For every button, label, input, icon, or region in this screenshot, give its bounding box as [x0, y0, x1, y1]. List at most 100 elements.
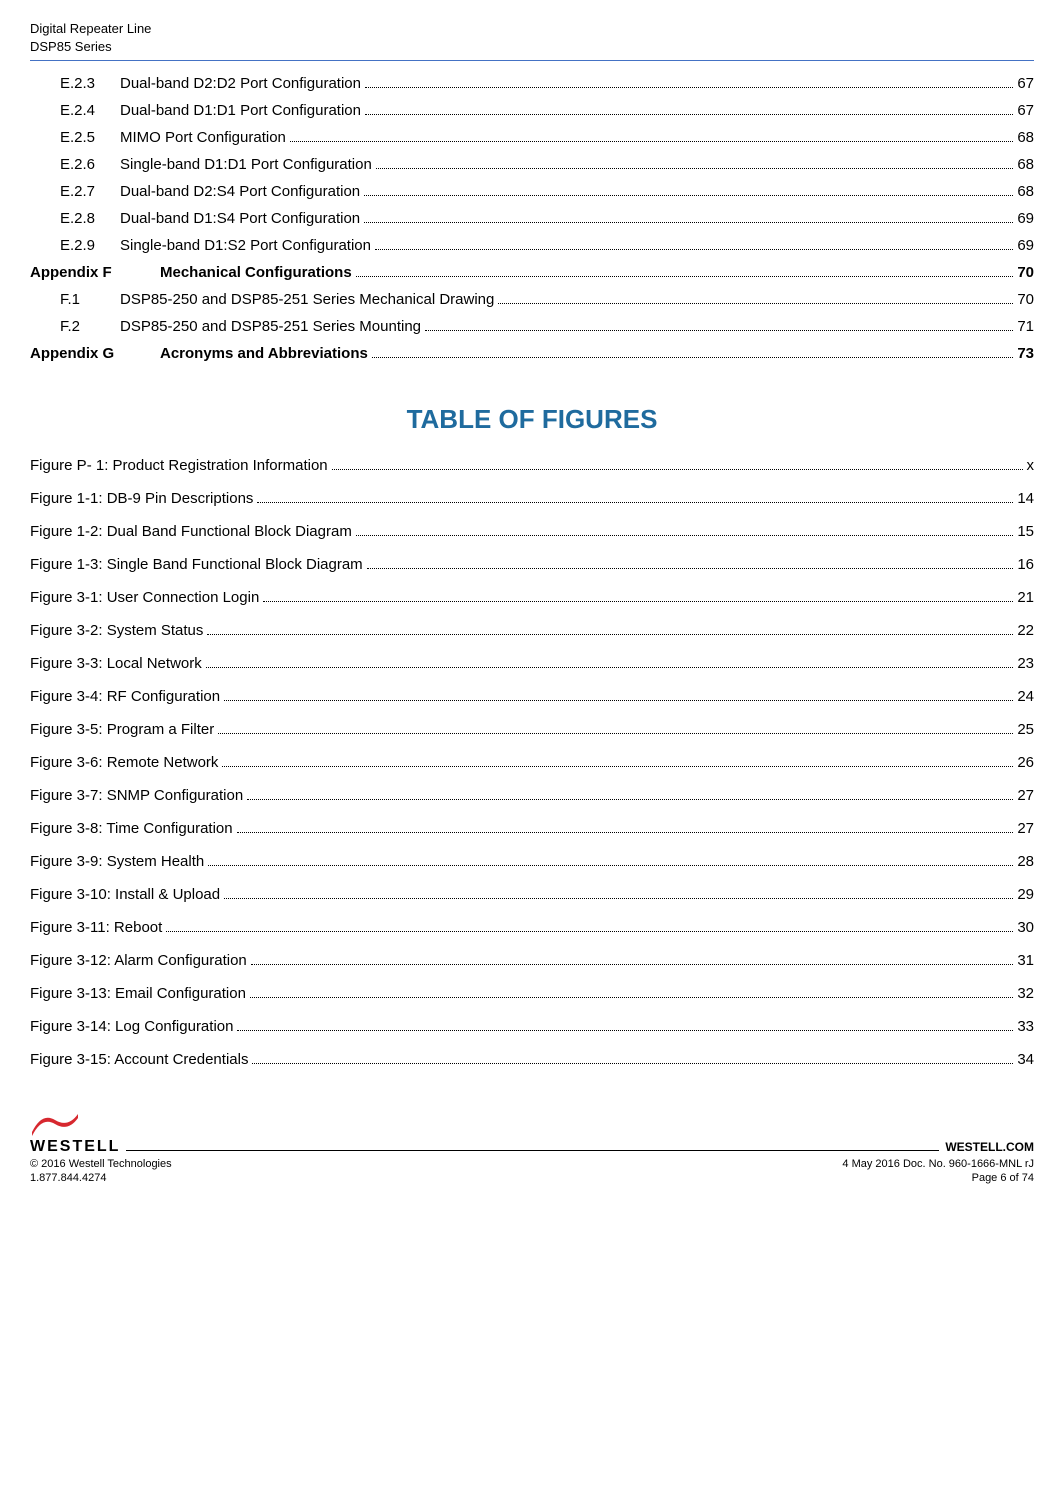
figure-page: 30: [1017, 917, 1034, 938]
figure-page: x: [1027, 455, 1035, 476]
figure-text: Figure 3-4: RF Configuration: [30, 686, 220, 707]
figure-text: Figure 3-14: Log Configuration: [30, 1016, 233, 1037]
toc-leader: [372, 357, 1013, 358]
toc-number: E.2.9: [60, 235, 120, 256]
figure-entry[interactable]: Figure 3-8: Time Configuration27: [30, 818, 1034, 839]
toc-number: E.2.4: [60, 100, 120, 121]
figure-text: Figure 3-12: Alarm Configuration: [30, 950, 247, 971]
figure-text: Figure 3-8: Time Configuration: [30, 818, 233, 839]
toc-number: F.2: [60, 316, 120, 337]
figure-leader: [222, 766, 1013, 767]
figure-leader: [224, 700, 1013, 701]
figure-entry[interactable]: Figure 3-5: Program a Filter25: [30, 719, 1034, 740]
toc-page: 70: [1017, 262, 1034, 283]
toc-text: Dual-band D1:D1 Port Configuration: [120, 100, 361, 121]
figure-leader: [257, 502, 1013, 503]
figure-page: 16: [1017, 554, 1034, 575]
figure-entry[interactable]: Figure 3-6: Remote Network26: [30, 752, 1034, 773]
toc-text: DSP85-250 and DSP85-251 Series Mounting: [120, 316, 421, 337]
figure-leader: [247, 799, 1013, 800]
toc-entry[interactable]: F.2DSP85-250 and DSP85-251 Series Mounti…: [30, 316, 1034, 337]
toc-page: 68: [1017, 154, 1034, 175]
figure-page: 15: [1017, 521, 1034, 542]
figure-leader: [208, 865, 1013, 866]
toc-entry[interactable]: E.2.6Single-band D1:D1 Port Configuratio…: [30, 154, 1034, 175]
toc-page: 67: [1017, 73, 1034, 94]
figure-entry[interactable]: Figure 3-12: Alarm Configuration31: [30, 950, 1034, 971]
toc-page: 68: [1017, 181, 1034, 202]
figure-entry[interactable]: Figure 3-9: System Health28: [30, 851, 1034, 872]
toc-entry[interactable]: F.1DSP85-250 and DSP85-251 Series Mechan…: [30, 289, 1034, 310]
figure-leader: [237, 832, 1014, 833]
toc-text: DSP85-250 and DSP85-251 Series Mechanica…: [120, 289, 494, 310]
figure-leader: [356, 535, 1013, 536]
toc-number: E.2.3: [60, 73, 120, 94]
figure-text: Figure 3-10: Install & Upload: [30, 884, 220, 905]
figure-entry[interactable]: Figure 1-2: Dual Band Functional Block D…: [30, 521, 1034, 542]
toc-leader: [364, 222, 1013, 223]
figure-page: 26: [1017, 752, 1034, 773]
figure-entry[interactable]: Figure 3-1: User Connection Login21: [30, 587, 1034, 608]
toc-text: Single-band D1:S2 Port Configuration: [120, 235, 371, 256]
figure-text: Figure 3-9: System Health: [30, 851, 204, 872]
figure-entry[interactable]: Figure 3-3: Local Network23: [30, 653, 1034, 674]
toc-text: Dual-band D1:S4 Port Configuration: [120, 208, 360, 229]
table-of-contents: E.2.3Dual-band D2:D2 Port Configuration6…: [30, 73, 1034, 364]
figure-leader: [251, 964, 1014, 965]
figure-text: Figure 3-5: Program a Filter: [30, 719, 214, 740]
figure-text: Figure 3-11: Reboot: [30, 917, 162, 938]
toc-text: Mechanical Configurations: [160, 262, 352, 283]
footer-rule: [126, 1150, 939, 1151]
figure-page: 21: [1017, 587, 1034, 608]
toc-text: Single-band D1:D1 Port Configuration: [120, 154, 372, 175]
toc-page: 67: [1017, 100, 1034, 121]
toc-entry[interactable]: E.2.4Dual-band D1:D1 Port Configuration 6…: [30, 100, 1034, 121]
figure-leader: [207, 634, 1013, 635]
toc-entry[interactable]: Appendix FMechanical Configurations 70: [30, 262, 1034, 283]
figure-leader: [237, 1030, 1013, 1031]
figure-leader: [224, 898, 1013, 899]
figure-leader: [166, 931, 1013, 932]
toc-entry[interactable]: E.2.5MIMO Port Configuration68: [30, 127, 1034, 148]
figure-entry[interactable]: Figure P- 1: Product Registration Inform…: [30, 455, 1034, 476]
figure-entry[interactable]: Figure 3-7: SNMP Configuration27: [30, 785, 1034, 806]
figure-entry[interactable]: Figure 3-14: Log Configuration33: [30, 1016, 1034, 1037]
figure-page: 24: [1017, 686, 1034, 707]
toc-entry[interactable]: E.2.8Dual-band D1:S4 Port Configuration 6…: [30, 208, 1034, 229]
figure-entry[interactable]: Figure 1-1: DB-9 Pin Descriptions14: [30, 488, 1034, 509]
toc-text: MIMO Port Configuration: [120, 127, 286, 148]
toc-number: E.2.8: [60, 208, 120, 229]
logo-text: WESTELL: [30, 1138, 120, 1156]
toc-entry[interactable]: E.2.7Dual-band D2:S4 Port Configuration6…: [30, 181, 1034, 202]
toc-page: 69: [1017, 208, 1034, 229]
toc-entry[interactable]: E.2.9Single-band D1:S2 Port Configuratio…: [30, 235, 1034, 256]
figure-leader: [332, 469, 1023, 470]
toc-leader: [365, 87, 1013, 88]
figure-entry[interactable]: Figure 1-3: Single Band Functional Block…: [30, 554, 1034, 575]
toc-leader: [498, 303, 1013, 304]
table-of-figures: Figure P- 1: Product Registration Inform…: [30, 455, 1034, 1070]
page-header: Digital Repeater Line DSP85 Series: [30, 20, 1034, 61]
figure-page: 27: [1017, 785, 1034, 806]
footer-phone: 1.877.844.4274: [30, 1172, 106, 1184]
toc-leader: [365, 114, 1013, 115]
toc-leader: [375, 249, 1013, 250]
toc-number: Appendix F: [30, 262, 160, 283]
footer-row-1: © 2016 Westell Technologies 4 May 2016 D…: [30, 1158, 1034, 1170]
footer-logo-row: WESTELL WESTELL.COM: [30, 1138, 1034, 1156]
figure-leader: [367, 568, 1014, 569]
figure-entry[interactable]: Figure 3-10: Install & Upload 29: [30, 884, 1034, 905]
footer-site: WESTELL.COM: [945, 1140, 1034, 1154]
footer-row-2: 1.877.844.4274 Page 6 of 74: [30, 1172, 1034, 1184]
figure-page: 29: [1017, 884, 1034, 905]
figure-text: Figure 3-15: Account Credentials: [30, 1049, 248, 1070]
toc-entry[interactable]: E.2.3Dual-band D2:D2 Port Configuration6…: [30, 73, 1034, 94]
figure-entry[interactable]: Figure 3-11: Reboot 30: [30, 917, 1034, 938]
figure-entry[interactable]: Figure 3-13: Email Configuration32: [30, 983, 1034, 1004]
toc-number: F.1: [60, 289, 120, 310]
toc-entry[interactable]: Appendix GAcronyms and Abbreviations73: [30, 343, 1034, 364]
figure-entry[interactable]: Figure 3-2: System Status22: [30, 620, 1034, 641]
toc-number: E.2.5: [60, 127, 120, 148]
figure-entry[interactable]: Figure 3-4: RF Configuration 24: [30, 686, 1034, 707]
figure-entry[interactable]: Figure 3-15: Account Credentials34: [30, 1049, 1034, 1070]
